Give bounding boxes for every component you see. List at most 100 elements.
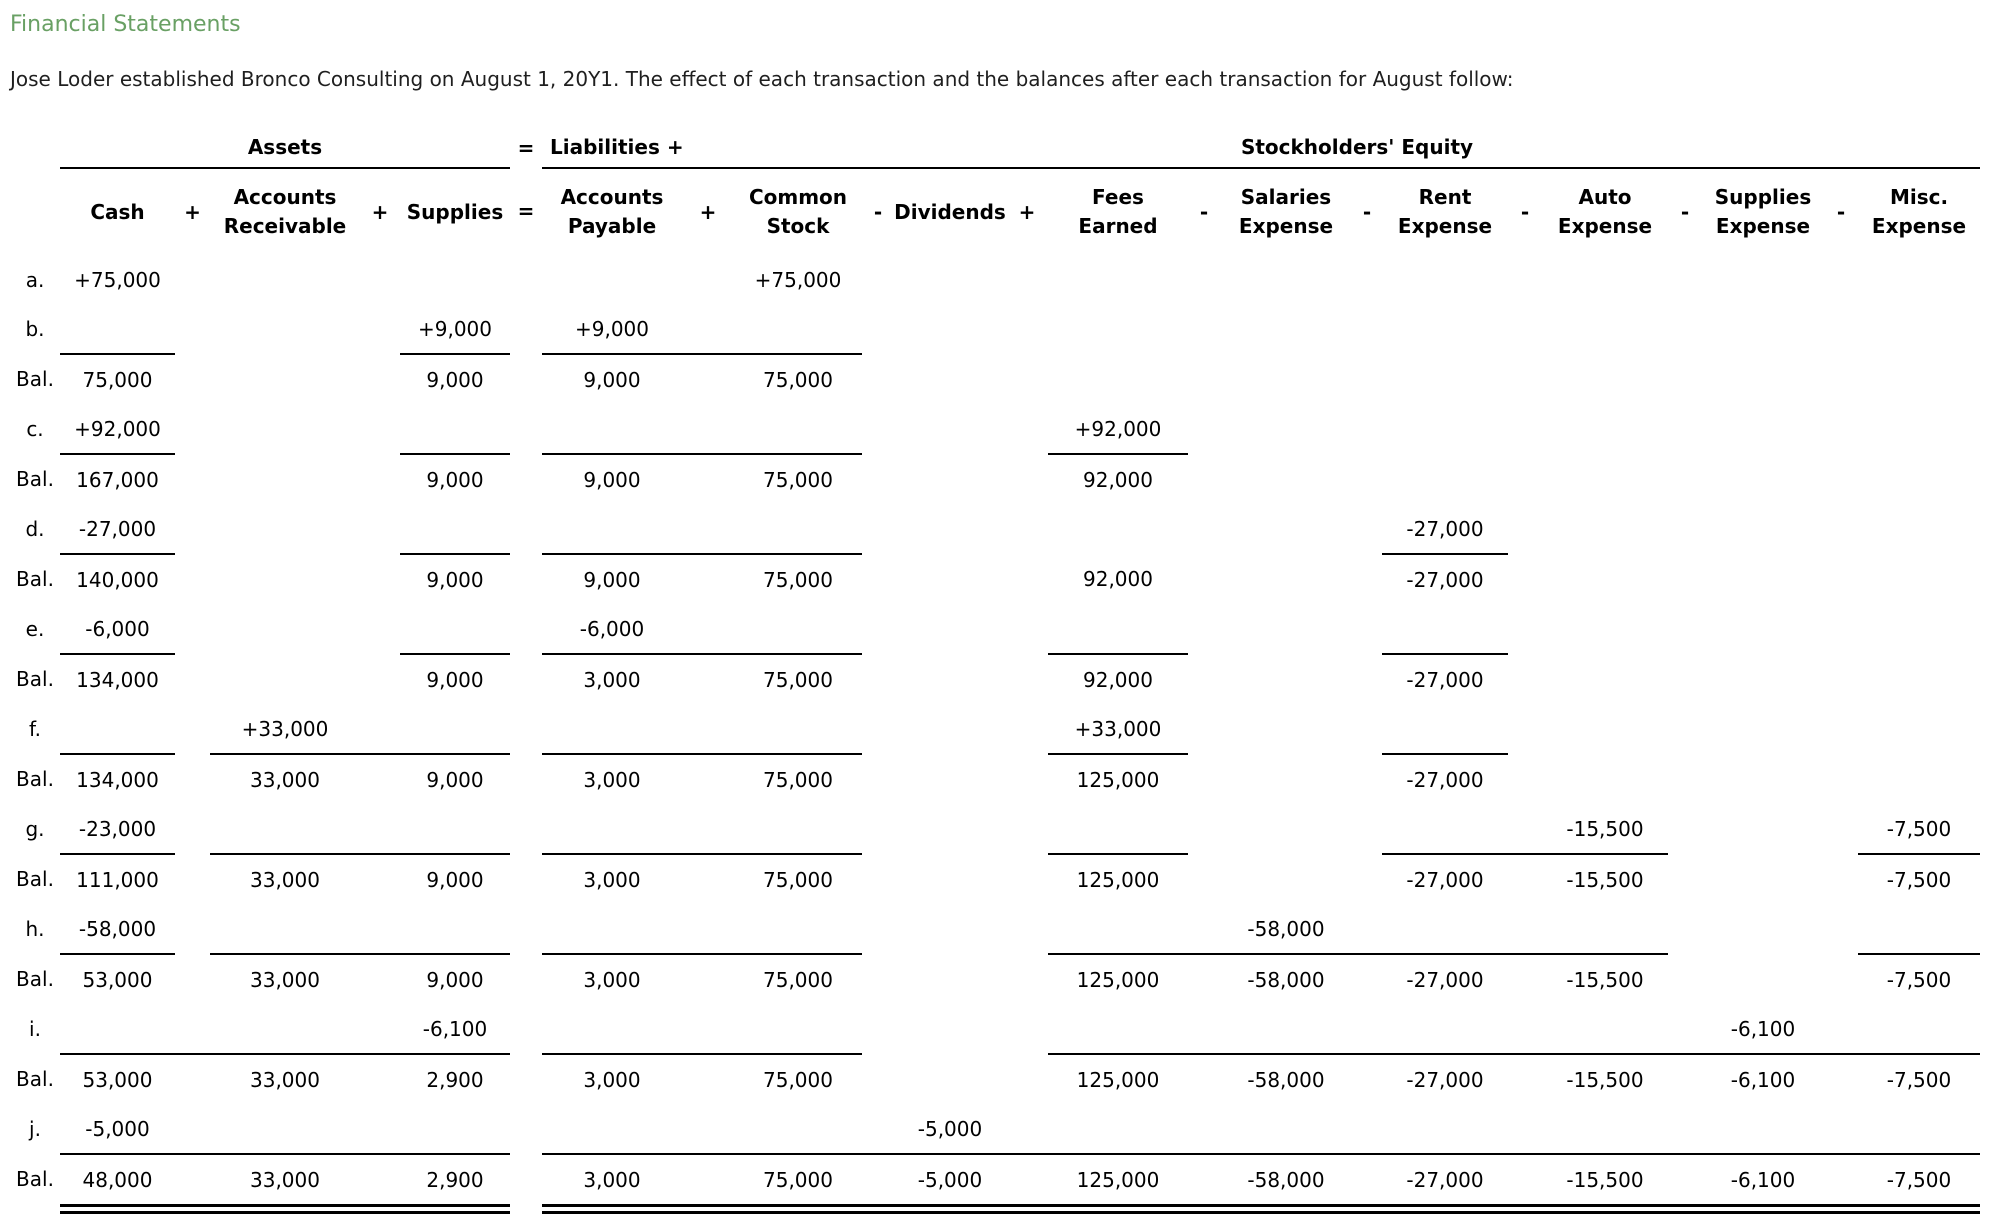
- table-cell: [1824, 255, 1858, 304]
- group-header-row: Assets = Liabilities + Stockholders' Equity: [10, 113, 1980, 169]
- table-cell: [1508, 654, 1542, 704]
- auto-amount: -15,500: [1566, 1067, 1644, 1092]
- row-label: Bal.: [16, 367, 54, 391]
- table-cell: [862, 504, 894, 554]
- table-cell: [862, 1154, 894, 1204]
- table-cell: [1048, 804, 1188, 855]
- table-cell: [682, 954, 734, 1004]
- table-cell: [1668, 404, 1702, 454]
- table-cell: [510, 954, 542, 1004]
- column-header-row: Cash + Accounts Receivable + Supplies = Accoun…: [10, 168, 1980, 255]
- cs-amount: 75,000: [763, 1067, 833, 1092]
- transaction-row: j. -5,000 -5,000: [10, 1104, 1980, 1155]
- table-cell: [1220, 404, 1352, 454]
- liabilities-group-header: Liabilities +: [542, 113, 734, 169]
- table-cell: [894, 604, 1006, 654]
- row-label: e.: [25, 617, 45, 641]
- table-cell: [894, 1004, 1006, 1054]
- cash-amount: 111,000: [76, 867, 159, 892]
- table-cell: [210, 354, 360, 404]
- table-cell: [175, 604, 210, 654]
- supplies-amount: -6,100: [400, 1004, 510, 1055]
- supplies-amount: 9,000: [426, 967, 484, 992]
- row-label: c.: [26, 417, 44, 441]
- table-cell: [175, 904, 210, 954]
- supplies_exp-column-header: Supplies Expense: [1714, 185, 1812, 238]
- table-cell: [862, 554, 894, 604]
- table-cell: [1006, 554, 1048, 604]
- table-cell: [510, 854, 542, 904]
- table-cell: [360, 954, 400, 1004]
- table-cell: [1702, 754, 1824, 804]
- table-cell: [1188, 255, 1220, 304]
- table-cell: [1006, 654, 1048, 704]
- table-cell: [1188, 604, 1220, 654]
- table-cell: [894, 255, 1006, 304]
- table-cell: [1668, 1004, 1702, 1055]
- ar-amount: +33,000: [210, 704, 360, 755]
- table-cell: [1542, 454, 1668, 504]
- table-cell: [1702, 304, 1824, 354]
- row-label: Bal.: [16, 567, 54, 591]
- operator-header: +: [1018, 199, 1036, 224]
- table-cell: [1508, 1154, 1542, 1204]
- table-cell: [894, 354, 1006, 404]
- table-cell: [682, 255, 734, 304]
- balance-row: Bal. 75,000 9,000 9,000 75,000: [10, 354, 1980, 404]
- table-cell: [862, 604, 894, 654]
- double-rule: [542, 1204, 1980, 1214]
- table-cell: [1858, 1104, 1980, 1155]
- table-cell: [360, 1154, 400, 1204]
- operator-header: -: [1520, 199, 1530, 224]
- table-cell: [1824, 1054, 1858, 1104]
- table-cell: [894, 404, 1006, 454]
- table-cell: [1382, 704, 1508, 755]
- table-cell: [510, 1154, 542, 1204]
- assets-group-header: Assets: [60, 113, 510, 169]
- table-cell: [1188, 954, 1220, 1004]
- row-label: Bal.: [16, 967, 54, 991]
- table-cell: [1188, 1104, 1220, 1155]
- table-cell: [734, 1104, 862, 1155]
- fees-amount: 125,000: [1076, 767, 1160, 792]
- table-cell: [1382, 304, 1508, 354]
- table-cell: [1858, 454, 1980, 504]
- double-rule: [60, 1204, 510, 1214]
- table-cell: [682, 804, 734, 855]
- rent-amount: -27,000: [1406, 1167, 1484, 1192]
- table-cell: [1188, 304, 1220, 354]
- ar-column-header: Accounts Receivable: [223, 185, 347, 238]
- ap-amount: 9,000: [583, 367, 641, 392]
- row-label: h.: [25, 917, 45, 941]
- table-cell: [1048, 904, 1188, 955]
- auto-amount: -15,500: [1566, 867, 1644, 892]
- table-cell: [510, 604, 542, 654]
- table-cell: [360, 454, 400, 504]
- table-cell: [510, 404, 542, 454]
- table-cell: [1702, 404, 1824, 454]
- table-cell: [1352, 454, 1382, 504]
- table-cell: [1352, 354, 1382, 404]
- table-cell: [1220, 1104, 1352, 1155]
- table-cell: [1542, 504, 1668, 554]
- table-cell: [1702, 354, 1824, 404]
- table-cell: [175, 954, 210, 1004]
- table-cell: [175, 404, 210, 454]
- table-cell: [175, 1104, 210, 1155]
- balance-row: Bal. 111,000 33,000 9,000 3,000 75,000 125,000…: [10, 854, 1980, 904]
- table-cell: [682, 404, 734, 455]
- table-cell: [1824, 454, 1858, 504]
- rent-amount: -27,000: [1406, 867, 1484, 892]
- table-cell: [210, 1004, 360, 1055]
- salaries-amount: -58,000: [1247, 967, 1325, 992]
- supplies-amount: 9,000: [426, 467, 484, 492]
- table-cell: [1352, 504, 1382, 554]
- dividends-column-header: Dividends: [894, 199, 1006, 224]
- table-cell: [1382, 1004, 1508, 1055]
- transaction-row: i. -6,100 -6,100: [10, 1004, 1980, 1055]
- cs-amount: 75,000: [763, 567, 833, 592]
- table-cell: [360, 404, 400, 454]
- table-cell: [1542, 654, 1668, 704]
- table-cell: [1508, 1004, 1542, 1055]
